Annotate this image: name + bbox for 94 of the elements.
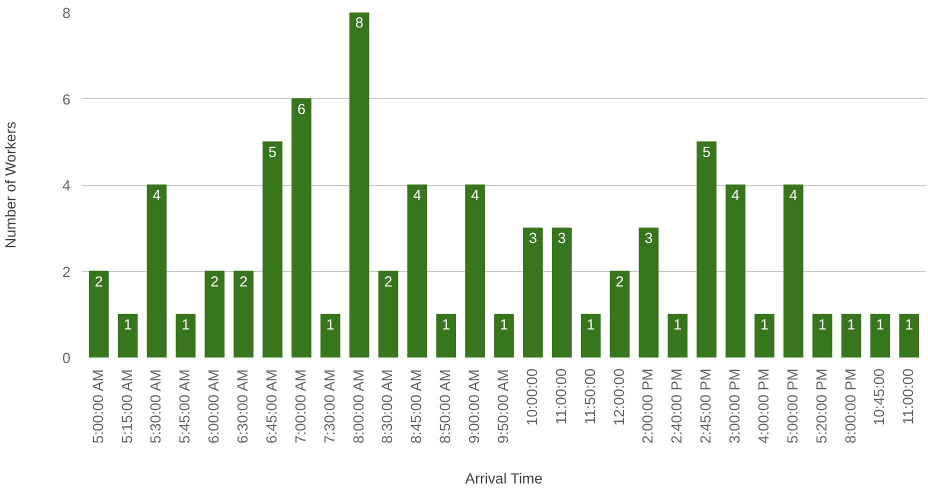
x-tick-label: 7:00:00 AM bbox=[293, 369, 310, 444]
y-tick-label: 8 bbox=[62, 6, 71, 22]
x-tick-label: 8:00:00 PM bbox=[843, 368, 860, 444]
data-label: 2 bbox=[239, 274, 248, 290]
bar bbox=[146, 184, 167, 358]
y-tick-label: 0 bbox=[62, 351, 71, 367]
data-label: 5 bbox=[702, 144, 711, 161]
data-label: 1 bbox=[442, 317, 450, 334]
x-tick-label: 6:00:00 AM bbox=[206, 369, 223, 444]
bar bbox=[234, 270, 254, 358]
data-label: 5 bbox=[268, 144, 277, 161]
data-label: 1 bbox=[847, 317, 856, 334]
data-label: 2 bbox=[384, 274, 392, 290]
x-tick-label: 6:30:00 AM bbox=[236, 369, 252, 444]
x-tick-label: 3:00:00 PM bbox=[728, 368, 744, 444]
data-label: 2 bbox=[210, 274, 219, 290]
data-label: 3 bbox=[528, 231, 538, 248]
bar bbox=[638, 228, 659, 358]
x-tick-label: 8:30:00 AM bbox=[380, 369, 396, 444]
data-label: 1 bbox=[760, 317, 769, 334]
bar bbox=[88, 270, 109, 358]
data-label: 1 bbox=[182, 317, 190, 334]
bar bbox=[465, 184, 485, 358]
x-tick-label: 5:45:00 AM bbox=[178, 369, 194, 444]
x-tick-label: 5:30:00 AM bbox=[148, 369, 165, 444]
data-label: 2 bbox=[94, 274, 103, 290]
bar bbox=[494, 314, 514, 358]
data-label: 1 bbox=[500, 317, 508, 334]
bar bbox=[407, 184, 428, 358]
x-tick-label: 10:45:00 bbox=[872, 368, 888, 426]
x-tick-label: 6:45:00 AM bbox=[264, 369, 280, 444]
x-tick-label: 4:00:00 PM bbox=[756, 368, 772, 444]
data-label: 4 bbox=[731, 188, 740, 204]
bar bbox=[378, 270, 398, 358]
data-label: 4 bbox=[413, 188, 422, 204]
data-label: 4 bbox=[152, 188, 161, 204]
bar bbox=[349, 12, 370, 358]
x-tick-label: 11:00:00 bbox=[901, 368, 918, 424]
data-label: 6 bbox=[297, 102, 306, 118]
bar bbox=[870, 314, 890, 358]
x-tick-label: 2:40:00 PM bbox=[670, 368, 686, 444]
bar bbox=[580, 314, 601, 358]
bar bbox=[176, 314, 196, 358]
y-tick-label: 2 bbox=[62, 264, 71, 281]
data-label: 8 bbox=[355, 16, 364, 32]
bar bbox=[754, 314, 774, 358]
x-tick-label: 5:15:00 AM bbox=[120, 369, 136, 444]
y-tick-label: 4 bbox=[62, 178, 71, 194]
bar bbox=[204, 270, 225, 358]
bar bbox=[292, 98, 312, 358]
bar bbox=[118, 314, 138, 358]
x-tick-label: 2:00:00 PM bbox=[640, 368, 657, 444]
bar bbox=[668, 314, 688, 358]
x-tick-label: 8:00:00 AM bbox=[351, 369, 368, 444]
data-label: 2 bbox=[616, 274, 624, 290]
data-label: 4 bbox=[470, 188, 480, 204]
data-label: 1 bbox=[818, 317, 826, 334]
bar bbox=[899, 314, 920, 358]
x-tick-label: 11:00:00 bbox=[554, 368, 570, 424]
data-label: 4 bbox=[789, 188, 798, 204]
x-tick-label: 10:00:00 bbox=[524, 368, 541, 426]
x-tick-label: 12:00:00 bbox=[612, 368, 628, 426]
bar bbox=[783, 184, 804, 358]
x-tick-label: 7:30:00 AM bbox=[322, 369, 338, 444]
x-tick-label: 11:50:00 bbox=[582, 368, 599, 424]
data-label: 3 bbox=[558, 231, 566, 248]
x-tick-label: 9:00:00 AM bbox=[467, 369, 484, 444]
x-tick-label: 5:20:00 PM bbox=[814, 368, 830, 444]
bar bbox=[262, 141, 282, 358]
x-tick-label: 9:50:00 AM bbox=[496, 369, 512, 444]
x-axis-title: Arrival Time bbox=[465, 471, 543, 488]
data-label: 1 bbox=[674, 317, 682, 334]
x-tick-label: 5:00:00 PM bbox=[785, 368, 802, 444]
x-tick-label: 8:50:00 AM bbox=[438, 369, 454, 444]
bar bbox=[320, 314, 340, 358]
x-tick-label: 8:45:00 AM bbox=[409, 369, 426, 444]
data-label: 3 bbox=[644, 231, 653, 248]
data-label: 1 bbox=[905, 317, 914, 334]
bar bbox=[610, 270, 630, 358]
bar bbox=[523, 228, 543, 358]
data-label: 1 bbox=[586, 317, 595, 334]
bar bbox=[552, 228, 572, 358]
bar bbox=[436, 314, 456, 358]
bar bbox=[696, 141, 716, 358]
bar bbox=[726, 184, 746, 358]
y-axis-title: Number of Workers bbox=[3, 122, 20, 248]
bar bbox=[841, 314, 862, 358]
y-tick-label: 6 bbox=[62, 92, 71, 108]
data-label: 1 bbox=[876, 317, 884, 334]
bar bbox=[812, 314, 832, 358]
data-label: 1 bbox=[124, 317, 132, 334]
x-tick-label: 5:00:00 AM bbox=[90, 369, 107, 444]
x-tick-label: 2:45:00 PM bbox=[698, 368, 715, 444]
data-label: 1 bbox=[326, 317, 334, 334]
